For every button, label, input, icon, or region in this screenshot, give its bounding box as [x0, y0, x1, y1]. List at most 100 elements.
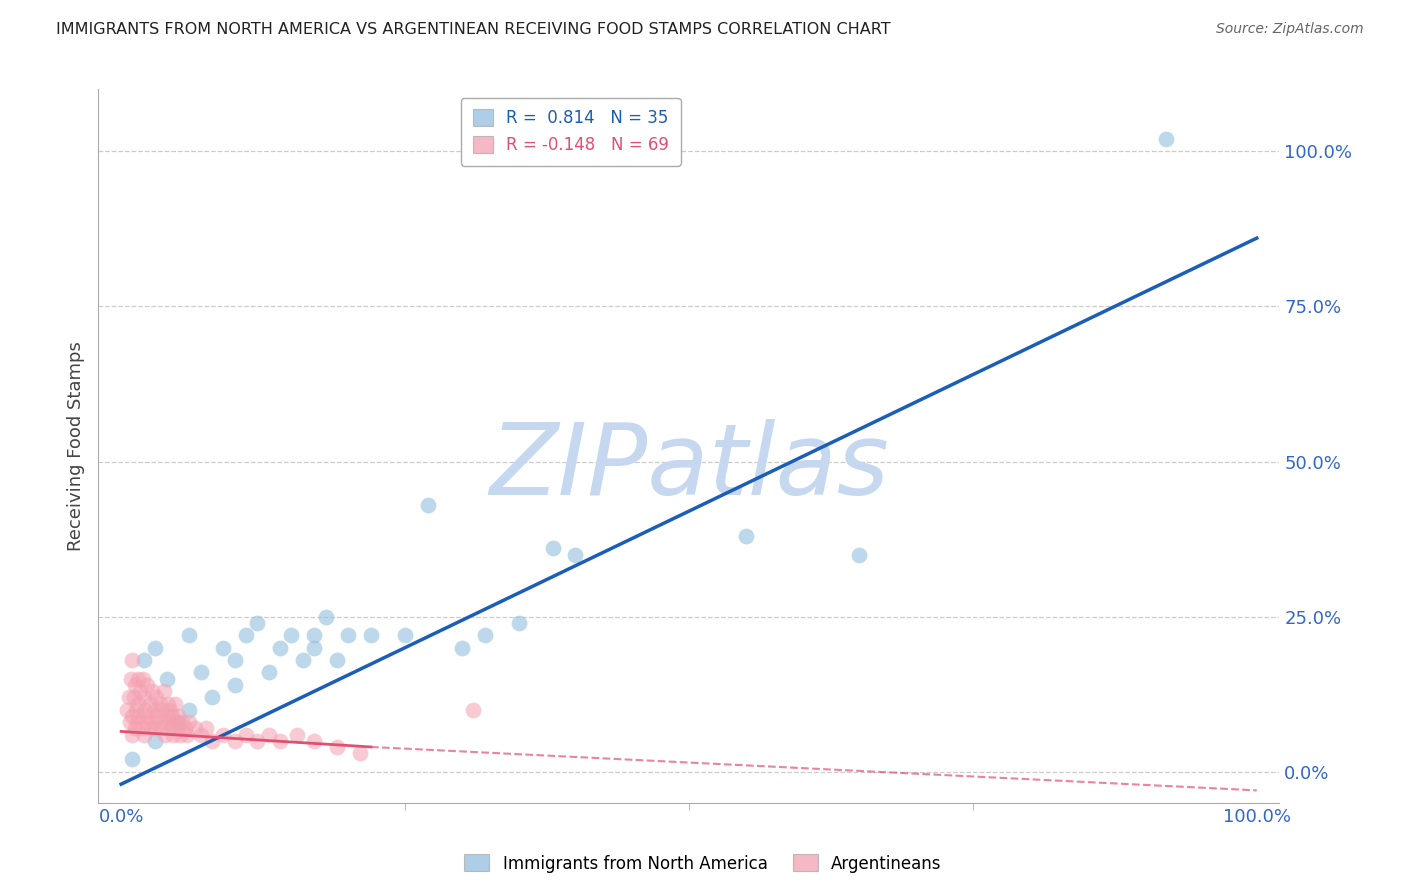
Point: [360, 628, 382, 642]
Point: [302, 733, 325, 747]
Point: [246, 733, 269, 747]
Point: [146, 709, 169, 723]
Point: [162, 709, 183, 723]
Point: [179, 715, 201, 730]
Point: [152, 715, 174, 730]
Point: [122, 690, 145, 705]
Point: [131, 722, 153, 736]
Text: Source: ZipAtlas.com: Source: ZipAtlas.com: [1216, 22, 1364, 37]
Point: [138, 697, 160, 711]
Point: [280, 628, 302, 642]
Point: [172, 715, 194, 730]
Point: [132, 653, 155, 667]
Point: [155, 727, 177, 741]
Point: [121, 727, 143, 741]
Point: [212, 727, 235, 741]
Point: [143, 733, 166, 747]
Point: [120, 715, 142, 730]
Y-axis label: Receiving Food Stamps: Receiving Food Stamps: [66, 341, 84, 551]
Point: [155, 672, 177, 686]
Point: [291, 653, 314, 667]
Point: [153, 684, 176, 698]
Point: [149, 722, 172, 736]
Point: [416, 498, 439, 512]
Point: [224, 733, 246, 747]
Point: [121, 752, 143, 766]
Point: [179, 628, 201, 642]
Point: [124, 722, 146, 736]
Point: [143, 703, 166, 717]
Point: [125, 715, 148, 730]
Point: [165, 715, 187, 730]
Point: [349, 746, 371, 760]
Point: [326, 653, 349, 667]
Point: [124, 678, 146, 692]
Point: [121, 653, 143, 667]
Point: [160, 722, 183, 736]
Point: [176, 727, 198, 741]
Legend: Immigrants from North America, Argentineans: Immigrants from North America, Argentine…: [458, 847, 948, 880]
Point: [302, 640, 325, 655]
Point: [195, 722, 218, 736]
Point: [129, 684, 152, 698]
Point: [269, 640, 291, 655]
Point: [315, 609, 337, 624]
Point: [169, 727, 191, 741]
Point: [201, 690, 224, 705]
Point: [155, 709, 177, 723]
Point: [184, 722, 207, 736]
Point: [141, 684, 163, 698]
Point: [127, 672, 149, 686]
Point: [132, 727, 155, 741]
Text: ZIPatlas: ZIPatlas: [489, 419, 889, 516]
Point: [508, 615, 530, 630]
Point: [167, 715, 190, 730]
Point: [173, 722, 195, 736]
Point: [132, 672, 155, 686]
Point: [143, 722, 166, 736]
Point: [564, 548, 586, 562]
Point: [474, 628, 496, 642]
Point: [143, 640, 166, 655]
Point: [302, 628, 325, 642]
Point: [179, 703, 201, 717]
Point: [337, 628, 360, 642]
Point: [190, 727, 212, 741]
Point: [541, 541, 564, 556]
Point: [190, 665, 212, 680]
Point: [224, 653, 246, 667]
Point: [142, 715, 165, 730]
Legend: R =  0.814   N = 35, R = -0.148   N = 69: R = 0.814 N = 35, R = -0.148 N = 69: [461, 97, 681, 166]
Point: [463, 703, 485, 717]
Point: [734, 529, 756, 543]
Point: [120, 672, 142, 686]
Point: [235, 727, 257, 741]
Point: [326, 739, 349, 754]
Point: [157, 715, 180, 730]
Point: [156, 697, 179, 711]
Point: [115, 703, 138, 717]
Point: [121, 709, 143, 723]
Point: [135, 715, 157, 730]
Point: [285, 727, 308, 741]
Point: [848, 548, 870, 562]
Point: [127, 697, 149, 711]
Point: [128, 709, 150, 723]
Point: [162, 727, 184, 741]
Point: [1154, 132, 1177, 146]
Point: [134, 703, 156, 717]
Point: [159, 703, 181, 717]
Point: [136, 678, 159, 692]
Point: [138, 709, 160, 723]
Point: [132, 690, 155, 705]
Point: [167, 709, 190, 723]
Point: [201, 733, 224, 747]
Point: [139, 722, 162, 736]
Point: [235, 628, 257, 642]
Point: [163, 697, 186, 711]
Text: IMMIGRANTS FROM NORTH AMERICA VS ARGENTINEAN RECEIVING FOOD STAMPS CORRELATION C: IMMIGRANTS FROM NORTH AMERICA VS ARGENTI…: [56, 22, 891, 37]
Point: [212, 640, 235, 655]
Point: [118, 690, 141, 705]
Point: [246, 615, 269, 630]
Point: [257, 665, 280, 680]
